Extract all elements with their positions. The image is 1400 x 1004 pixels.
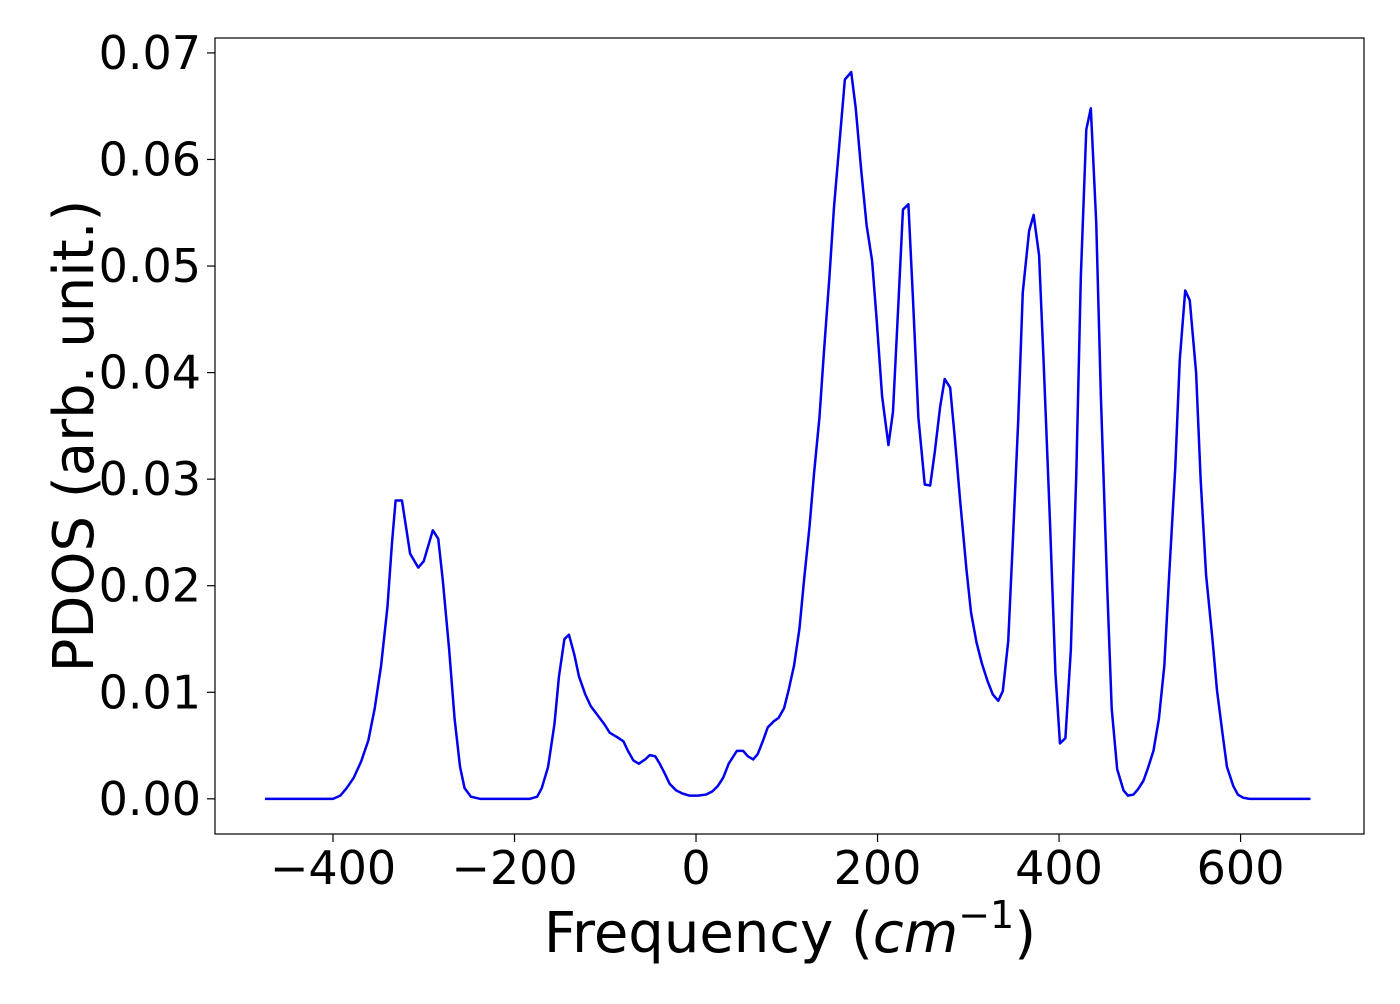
- x-label-exponent: −1: [958, 893, 1014, 937]
- x-axis-label: Frequency (cm−1): [544, 893, 1036, 966]
- y-tick-label: 0.04: [99, 346, 201, 400]
- y-tick-label: 0.01: [99, 665, 201, 719]
- y-tick-label: 0.05: [99, 239, 201, 293]
- plot-frame: [214, 37, 1365, 835]
- y-tick-label: 0.03: [99, 452, 201, 506]
- x-tick-label: 200: [834, 841, 922, 895]
- y-tick-label: 0.02: [99, 559, 201, 613]
- x-tick-label: −400: [270, 841, 396, 895]
- y-tick-label: 0.00: [99, 772, 201, 826]
- x-label-text: ): [1014, 901, 1036, 966]
- x-tick-label: 400: [1015, 841, 1103, 895]
- x-tick-label: 600: [1197, 841, 1285, 895]
- x-label-unit: cm: [873, 901, 958, 966]
- x-tick-label: 0: [681, 841, 710, 895]
- data-line: [264, 70, 1311, 801]
- y-tick-label: 0.06: [99, 132, 201, 186]
- x-label-text: Frequency (: [544, 901, 873, 966]
- y-tick-label: 0.07: [99, 26, 201, 80]
- x-tick-label: −200: [451, 841, 577, 895]
- y-axis-label: PDOS (arb. unit.): [42, 200, 107, 673]
